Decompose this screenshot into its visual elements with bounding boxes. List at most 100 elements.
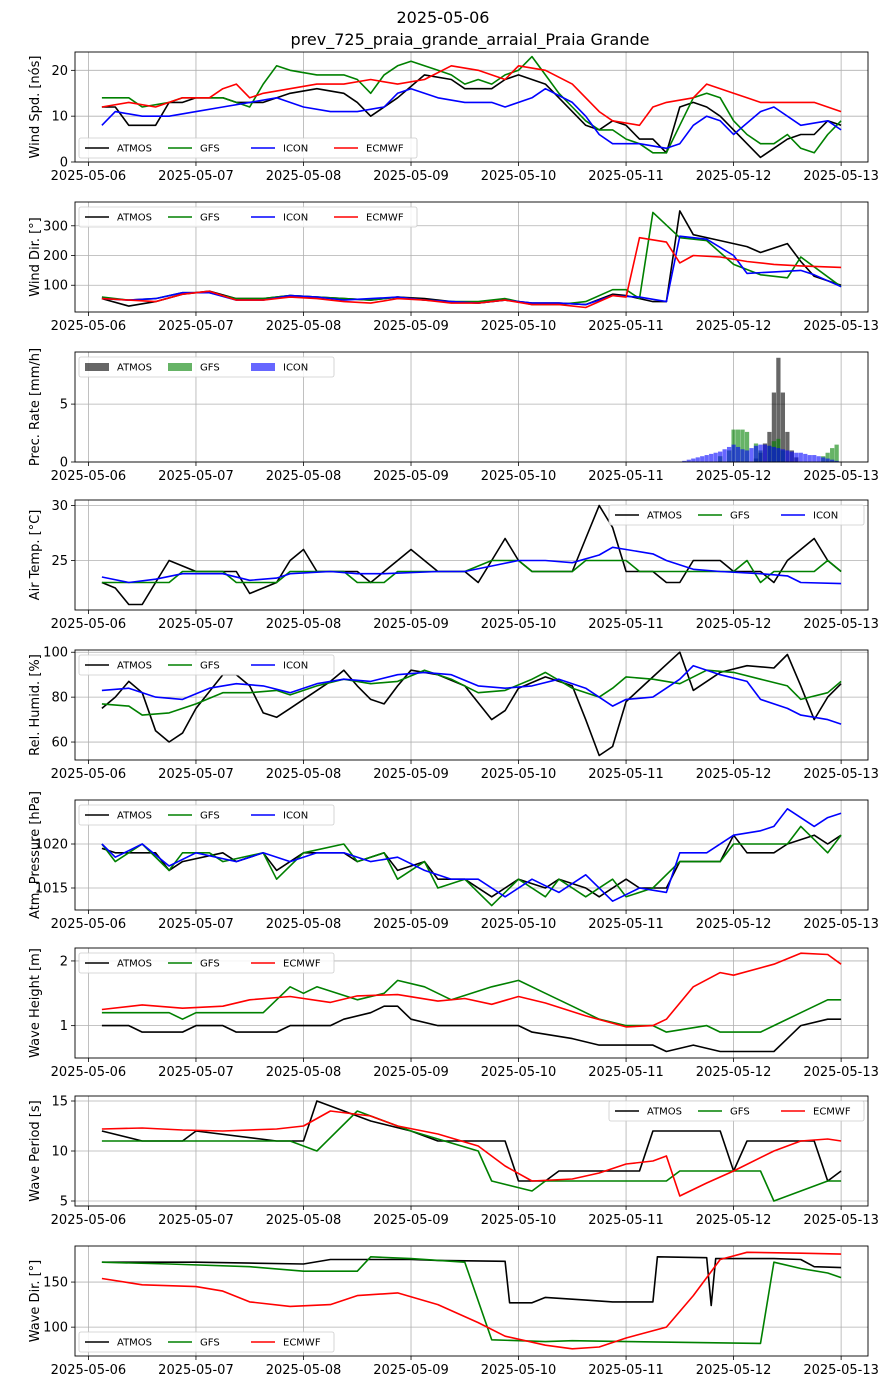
x-tick-label: 2025-05-07: [158, 917, 234, 932]
panel-3: 2025-05-06 2025-05-07 2025-05-08 2025-05-09…: [28, 348, 879, 484]
plot-area: [101, 1100, 842, 1202]
x-tick-label: 2025-05-09: [373, 169, 449, 184]
x-tick-label: 2025-05-07: [158, 1065, 234, 1080]
legend-label-gfs: GFS: [730, 511, 750, 522]
x-tick-label: 2025-05-06: [51, 1363, 127, 1378]
series-line-ecmwf: [101, 952, 842, 1028]
x-tick-label: 2025-05-09: [373, 917, 449, 932]
x-tick-label: 2025-05-09: [373, 319, 449, 334]
x-tick-label: 2025-05-10: [481, 617, 557, 632]
precip-bar-icon: [780, 449, 786, 462]
plot-area: [101, 807, 842, 907]
plot-area: [101, 210, 842, 309]
legend-box: [78, 206, 418, 228]
axes-frame: [74, 1095, 869, 1207]
x-tick-label: 2025-05-09: [373, 1363, 449, 1378]
chart-panels: 2025-05-06 2025-05-07 2025-05-08 2025-05-09…: [28, 51, 879, 1378]
x-tick-label: 2025-05-08: [266, 1213, 342, 1228]
series-line-ecmwf: [101, 1251, 842, 1350]
y-tick-label: 80: [51, 691, 68, 706]
x-tick-label: 2025-05-08: [266, 1363, 342, 1378]
x-tick-label: 2025-05-10: [481, 917, 557, 932]
axes-frame: [74, 649, 869, 761]
precip-bar-icon: [830, 459, 835, 462]
panel-9: 2025-05-06 2025-05-07 2025-05-08 2025-05-09…: [28, 1245, 879, 1378]
precip-bar-icon: [722, 449, 727, 462]
legend-label-icon: ICON: [283, 144, 308, 155]
x-tick-label: 2025-05-12: [696, 469, 772, 484]
y-tick-label: 20: [51, 64, 68, 79]
legend-label-gfs: GFS: [200, 811, 220, 822]
x-tick-label: 2025-05-08: [266, 1065, 342, 1080]
series-line-gfs: [101, 1256, 842, 1345]
precip-bar-gfs: [744, 431, 750, 462]
x-tick-label: 2025-05-13: [803, 617, 879, 632]
y-tick-label: 200: [43, 249, 68, 264]
x-tick-label: 2025-05-11: [588, 1065, 664, 1080]
legend-label-gfs: GFS: [200, 144, 220, 155]
axes-frame: [74, 201, 869, 313]
x-tick-label: 2025-05-13: [803, 917, 879, 932]
legend-label-atmos: ATMOS: [117, 363, 152, 374]
x-tick-label: 2025-05-12: [696, 1065, 772, 1080]
x-tick-label: 2025-05-10: [481, 469, 557, 484]
x-tick-label: 2025-05-09: [373, 617, 449, 632]
panel-4: 2025-05-06 2025-05-07 2025-05-08 2025-05-09…: [28, 499, 879, 632]
legend-label-icon: ICON: [283, 213, 308, 224]
x-tick-label: 2025-05-13: [803, 319, 879, 334]
precip-bar-icon: [812, 455, 817, 462]
legend: ATMOS GFS ECMWF: [78, 1331, 335, 1353]
x-tick-label: 2025-05-11: [588, 917, 664, 932]
precip-bar-icon: [744, 450, 750, 462]
panel-2: 2025-05-06 2025-05-07 2025-05-08 2025-05-09…: [28, 201, 879, 334]
series-line-icon: [101, 807, 842, 903]
series-line-atmos: [101, 1256, 842, 1307]
y-tick-label: 5: [60, 398, 68, 413]
precip-bar-icon: [762, 444, 768, 462]
precip-bar-atmos: [776, 357, 781, 462]
panel-6: 2025-05-06 2025-05-07 2025-05-08 2025-05-09…: [28, 791, 879, 932]
y-tick-label: 1015: [35, 882, 68, 897]
x-tick-label: 2025-05-12: [696, 169, 772, 184]
precip-bar-icon: [695, 457, 700, 462]
x-tick-label: 2025-05-10: [481, 169, 557, 184]
legend-label-gfs: GFS: [200, 1338, 220, 1349]
x-tick-label: 2025-05-06: [51, 917, 127, 932]
panel-7: 2025-05-06 2025-05-07 2025-05-08 2025-05-09…: [28, 947, 879, 1080]
x-tick-label: 2025-05-06: [51, 169, 127, 184]
legend-box: [78, 1331, 335, 1353]
legend-swatch-atmos: [85, 363, 109, 371]
y-tick-label: 150: [43, 1276, 68, 1291]
precip-bar-icon: [798, 452, 803, 462]
precip-bar-icon: [753, 445, 759, 462]
axes-frame: [74, 351, 869, 463]
x-tick-label: 2025-05-08: [266, 469, 342, 484]
y-tick-label: 30: [51, 499, 68, 514]
series-line-gfs: [101, 55, 842, 154]
y-axis-label: Wave Dir. [°]: [28, 1260, 43, 1343]
x-tick-label: 2025-05-11: [588, 319, 664, 334]
panel-1: 2025-05-06 2025-05-07 2025-05-08 2025-05-09…: [28, 51, 879, 184]
figure-title-line1: 2025-05-06: [397, 8, 490, 27]
precip-bar-icon: [758, 444, 763, 462]
y-tick-label: 100: [43, 1321, 68, 1336]
x-tick-label: 2025-05-10: [481, 1213, 557, 1228]
legend-label-atmos: ATMOS: [117, 1338, 152, 1349]
precip-bar-icon: [767, 445, 772, 462]
precip-bar-atmos: [780, 392, 786, 462]
series-line-icon: [101, 235, 842, 306]
precip-bar-icon: [749, 448, 754, 462]
precip-bar-icon: [825, 458, 830, 462]
x-tick-label: 2025-05-08: [266, 917, 342, 932]
x-tick-label: 2025-05-08: [266, 617, 342, 632]
precip-bar-gfs: [834, 444, 839, 462]
axes-frame: [74, 51, 869, 163]
series-line-ecmwf: [101, 65, 842, 127]
legend-label-atmos: ATMOS: [647, 1107, 682, 1118]
y-tick-label: 1020: [35, 838, 68, 853]
x-tick-label: 2025-05-07: [158, 319, 234, 334]
legend-label-atmos: ATMOS: [117, 213, 152, 224]
x-tick-label: 2025-05-06: [51, 767, 127, 782]
precip-bar-icon: [821, 457, 826, 462]
legend-box: [78, 356, 335, 378]
